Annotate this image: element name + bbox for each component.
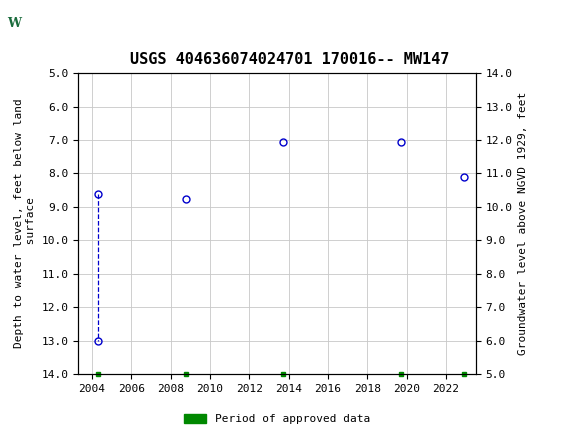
Y-axis label: Depth to water level, feet below land
 surface: Depth to water level, feet below land su…	[14, 99, 36, 348]
Y-axis label: Groundwater level above NGVD 1929, feet: Groundwater level above NGVD 1929, feet	[518, 92, 528, 355]
Text: W: W	[8, 17, 21, 30]
Text: USGS 404636074024701 170016-- MW147: USGS 404636074024701 170016-- MW147	[130, 52, 450, 67]
Legend: Period of approved data: Period of approved data	[179, 409, 375, 429]
Text: USGS: USGS	[72, 12, 124, 31]
FancyBboxPatch shape	[5, 3, 63, 40]
